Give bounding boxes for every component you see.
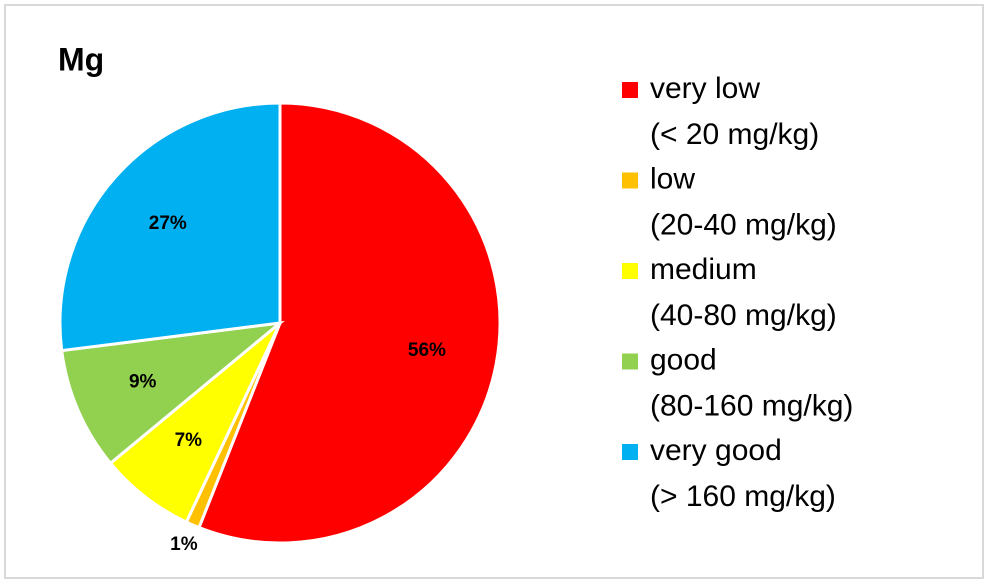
legend-label: low <box>650 162 695 195</box>
legend-sublabel: (> 160 mg/kg) <box>650 480 836 513</box>
data-label: 56% <box>408 340 446 361</box>
legend-swatch <box>622 444 638 460</box>
pie-slice <box>60 320 285 466</box>
legend-swatch <box>622 82 638 98</box>
data-label: 1% <box>170 534 198 555</box>
data-label: 27% <box>149 213 187 234</box>
data-label: 7% <box>175 430 203 451</box>
chart-title: Mg <box>58 41 104 77</box>
legend-swatch <box>622 172 638 189</box>
legend-sublabel: (< 20 mg/kg) <box>650 118 819 151</box>
legend-sublabel: (20-40 mg/kg) <box>650 208 837 241</box>
pie-slice <box>58 101 282 353</box>
legend-label: very good <box>650 434 782 467</box>
legend-label: very low <box>650 72 760 105</box>
legend-label: medium <box>650 253 757 286</box>
legend-swatch <box>622 263 638 279</box>
legend-label: good <box>650 343 717 376</box>
pie-slice <box>197 101 502 545</box>
legend-swatch <box>622 353 638 370</box>
data-label: 9% <box>129 371 157 392</box>
legend-sublabel: (80-160 mg/kg) <box>650 389 853 422</box>
legend-sublabel: (40-80 mg/kg) <box>650 299 837 332</box>
